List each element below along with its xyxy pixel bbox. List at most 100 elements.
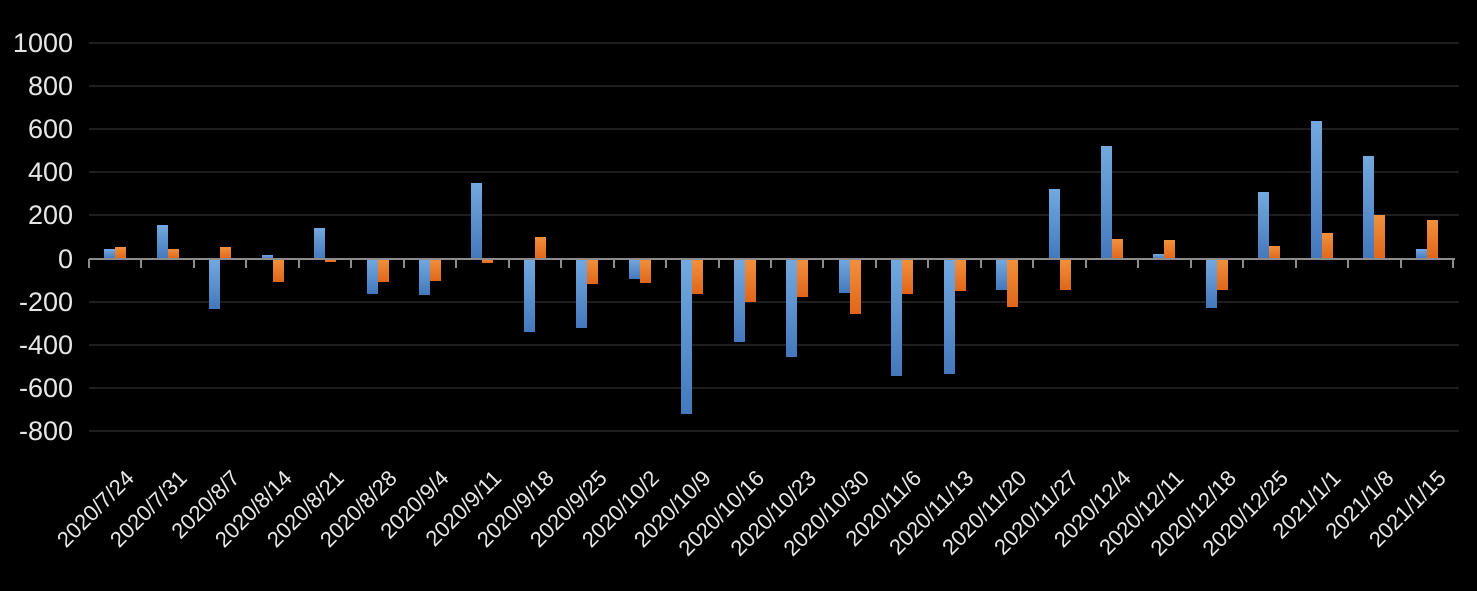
blue-series-bar-2020/7/24 [104,248,116,259]
x-axis-tick [402,258,405,268]
x-axis-tick [1084,258,1087,268]
y-tick-label: -400 [18,329,73,360]
x-axis-tick [1399,258,1402,268]
x-axis-tick [1032,258,1035,268]
y-tick-label: 600 [27,114,73,145]
blue-series-bar-2021/1/15 [1415,248,1427,259]
blue-series-bar-2020/12/25 [1258,191,1270,259]
y-tick-label: -200 [18,286,73,317]
y-tick-label: 400 [27,157,73,188]
x-axis-tick [350,258,353,268]
blue-series-bar-2020/11/20 [996,258,1008,290]
blue-series-bar-2020/11/6 [891,258,903,377]
x-axis-tick [297,258,300,268]
x-axis-line [89,257,1455,260]
blue-series-bar-2020/12/11 [1153,254,1165,259]
orange-series-bar-2020/8/28 [377,258,389,283]
x-axis-tick [245,258,248,268]
orange-series-bar-2020/10/30 [849,258,861,314]
orange-series-bar-2020/9/25 [587,258,599,285]
blue-series-bar-2020/12/18 [1205,258,1217,309]
blue-series-bar-2020/9/25 [576,258,588,328]
x-axis-tick [770,258,772,268]
y-tick-label: 0 [57,243,73,274]
orange-series-bar-2020/8/14 [272,258,284,283]
orange-series-bar-2020/12/25 [1269,245,1281,259]
x-axis-tick [979,258,982,268]
gridline-200 [89,214,1459,217]
gridline--200 [89,300,1459,303]
x-axis-tick [822,258,825,268]
y-tick-label: -600 [18,372,73,403]
gridline-1000 [89,42,1459,44]
x-axis-tick [455,258,458,268]
x-axis-tick [560,258,563,268]
blue-series-bar-2020/8/14 [261,255,273,259]
blue-series-bar-2021/1/1 [1310,120,1322,259]
orange-series-bar-2020/11/27 [1059,258,1071,290]
blue-series-bar-2021/1/8 [1363,156,1375,259]
blue-series-bar-2020/10/16 [733,258,745,342]
x-axis-tick [88,258,90,268]
orange-series-bar-2020/11/6 [902,258,914,295]
blue-series-bar-2020/12/4 [1100,146,1112,259]
blue-series-bar-2020/11/27 [1048,188,1060,259]
blue-series-bar-2020/8/21 [314,228,326,259]
x-axis-tick [612,258,615,268]
blue-series-bar-2020/9/4 [418,258,430,296]
blue-series-bar-2020/10/30 [838,258,850,294]
orange-series-bar-2020/9/11 [482,258,494,263]
orange-series-bar-2020/11/20 [1007,258,1019,308]
blue-series-bar-2020/10/23 [786,258,798,357]
blue-series-bar-2020/11/13 [943,258,955,374]
x-axis-tick [140,258,143,268]
gridline-800 [89,85,1459,88]
orange-series-bar-2020/9/4 [429,258,441,282]
y-tick-label: 800 [27,71,73,102]
orange-series-bar-2020/8/7 [220,246,232,259]
x-axis-tick [1294,258,1297,268]
orange-series-bar-2020/12/18 [1216,258,1228,290]
orange-series-bar-2021/1/8 [1374,215,1386,259]
orange-series-bar-2020/10/23 [797,258,809,298]
orange-series-bar-2020/7/31 [167,248,179,259]
blue-series-bar-2020/9/18 [523,258,535,332]
x-axis-tick [1137,258,1140,268]
x-axis-tick [192,258,195,268]
orange-series-bar-2020/9/18 [534,237,546,259]
x-axis-tick [1242,258,1245,268]
y-tick-label: 1000 [12,28,73,58]
orange-series-bar-2020/12/4 [1111,239,1123,259]
gridline-400 [89,171,1459,174]
orange-series-bar-2020/10/9 [692,258,704,295]
y-tick-label: 200 [27,200,73,231]
x-axis-tick [1452,258,1454,268]
gridline--400 [89,343,1459,346]
x-axis-tick [665,258,668,268]
orange-series-bar-2020/8/21 [325,258,337,262]
x-axis-tick [927,258,930,268]
x-axis-tick [507,258,510,268]
gridline--600 [89,386,1459,389]
blue-series-bar-2020/7/31 [156,225,168,259]
orange-series-bar-2021/1/15 [1426,219,1438,259]
orange-series-bar-2020/7/24 [115,246,127,259]
blue-series-bar-2020/8/28 [366,258,378,295]
orange-series-bar-2020/12/11 [1164,240,1176,259]
blue-series-bar-2020/10/2 [628,258,640,280]
orange-series-bar-2020/11/13 [954,258,966,291]
x-axis-tick [717,258,720,268]
orange-series-bar-2020/10/16 [744,258,756,302]
orange-series-bar-2020/10/2 [639,258,651,284]
x-axis-tick [874,258,877,268]
orange-series-bar-2021/1/1 [1321,232,1333,259]
blue-series-bar-2020/8/7 [209,258,221,310]
gridline-600 [89,128,1459,131]
gridline--800 [89,430,1459,432]
blue-series-bar-2020/10/9 [681,258,693,414]
x-axis-tick [1347,258,1350,268]
blue-series-bar-2020/9/11 [471,183,483,259]
y-tick-label: -800 [18,416,73,446]
x-axis-tick [1189,258,1192,268]
